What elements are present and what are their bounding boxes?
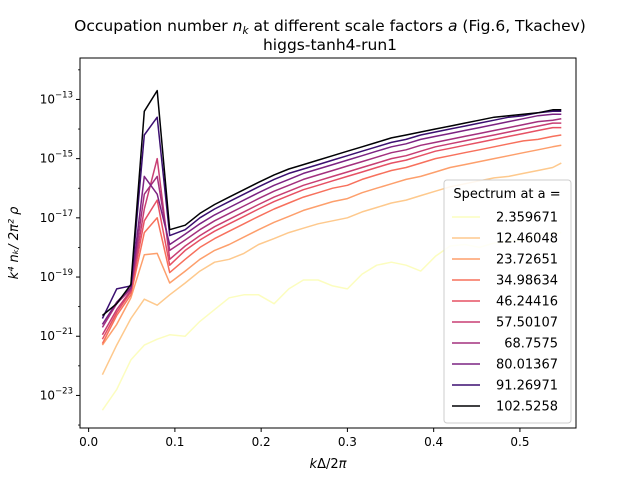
chart-title-line1: Occupation number nk at different scale … [74, 17, 586, 37]
legend-label: 102.5258 [496, 400, 558, 415]
y-tick-label: 10−17 [40, 209, 73, 225]
y-axis: 10−23 10−21 10−19 10−17 10−15 10−13 [40, 69, 80, 426]
series-line-2 [101, 162, 562, 376]
legend-entry: 23.72651 [452, 253, 558, 268]
legend-label: 80.01367 [496, 358, 558, 373]
y-tick-label: 10−15 [40, 150, 73, 166]
legend-entry: 34.98634 [452, 274, 558, 289]
legend-items: 2.359671 12.46048 23.72651 34.98634 46.24416… [452, 211, 558, 415]
legend-entry: 57.50107 [452, 316, 558, 331]
x-axis: 0.0 0.1 0.2 0.3 0.4 0.5 [79, 428, 529, 449]
legend: Spectrum at a = 2.359671 12.46048 23.72651… [443, 179, 572, 424]
plot-frame [79, 57, 577, 429]
y-axis-label: k⁴ nₖ/ 2π² ρ [7, 206, 22, 280]
y-tick-label: 10−21 [40, 327, 73, 343]
legend-label: 57.50107 [496, 316, 558, 331]
legend-label: 46.24416 [496, 295, 558, 310]
legend-label: 23.72651 [496, 253, 558, 268]
chart-title: Occupation number nk at different scale … [74, 17, 586, 54]
series-line-7 [101, 117, 562, 328]
legend-entry: 80.01367 [452, 358, 558, 373]
legend-entry: 2.359671 [452, 211, 558, 226]
legend-label: 34.98634 [496, 274, 558, 289]
x-tick-label: 0.1 [165, 435, 184, 449]
legend-entry: 102.5258 [452, 400, 558, 415]
legend-entry: 12.46048 [452, 232, 558, 247]
x-tick-label: 0.0 [79, 435, 98, 449]
x-tick-label: 0.3 [338, 435, 357, 449]
series-line-10 [101, 89, 562, 317]
series-line-4 [101, 134, 562, 344]
plot-area [79, 57, 577, 429]
legend-label: 91.26971 [496, 379, 558, 394]
y-tick-label: 10−13 [40, 90, 73, 106]
y-tick-label: 10−19 [40, 268, 73, 284]
legend-title: Spectrum at a = [453, 187, 560, 202]
legend-label: 12.46048 [496, 232, 558, 247]
series-line-6 [101, 122, 562, 336]
legend-label: 68.7575 [504, 337, 558, 352]
legend-entry: 91.26971 [452, 379, 558, 394]
x-tick-label: 0.2 [252, 435, 271, 449]
x-tick-label: 0.5 [510, 435, 529, 449]
series-group [101, 89, 562, 411]
y-tick-label: 10−23 [40, 386, 73, 402]
series-line-8 [101, 113, 562, 325]
legend-label: 2.359671 [496, 211, 558, 226]
legend-entry: 46.24416 [452, 295, 558, 310]
chart-title-line2: higgs-tanh4-run1 [263, 36, 397, 54]
series-line-5 [101, 126, 562, 340]
legend-entry: 68.7575 [452, 337, 558, 352]
series-line-9 [101, 110, 562, 319]
series-line-3 [101, 144, 562, 346]
x-axis-label: kΔ/2π [310, 457, 347, 472]
legend-frame [443, 179, 572, 424]
x-tick-label: 0.4 [424, 435, 443, 449]
